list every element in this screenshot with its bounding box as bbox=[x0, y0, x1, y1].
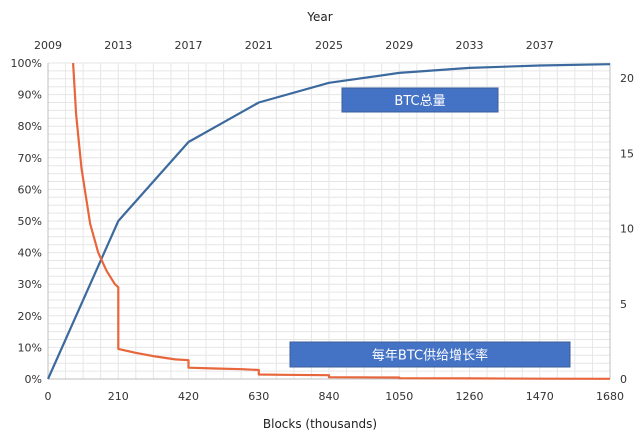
series-layer bbox=[46, 62, 611, 380]
y-left-tick-label: 20% bbox=[18, 310, 42, 323]
x-tick-label: 630 bbox=[248, 390, 269, 403]
annotation-box bbox=[341, 87, 499, 113]
x-tick-label: 420 bbox=[178, 390, 199, 403]
y-right-tick-label: 20 bbox=[620, 72, 634, 85]
grid bbox=[47, 62, 611, 380]
y-left-tick-label: 100% bbox=[11, 57, 42, 70]
y-left-tick-label: 0% bbox=[25, 373, 42, 386]
x-top-tick-label: 2029 bbox=[385, 39, 413, 52]
x-top-tick-label: 2009 bbox=[34, 39, 62, 52]
x-top-tick-label: 2017 bbox=[175, 39, 203, 52]
x-top-tick-label: 2025 bbox=[315, 39, 343, 52]
x-top-tick-label: 2037 bbox=[526, 39, 554, 52]
y-left-tick-label: 10% bbox=[18, 341, 42, 354]
x-tick-label: 1260 bbox=[456, 390, 484, 403]
x-tick-label: 1050 bbox=[385, 390, 413, 403]
y-left-tick-label: 50% bbox=[18, 215, 42, 228]
x-tick-label: 210 bbox=[108, 390, 129, 403]
y-left-tick-label: 70% bbox=[18, 152, 42, 165]
y-left-tick-label: 60% bbox=[18, 183, 42, 196]
y-left-tick-label: 40% bbox=[18, 247, 42, 260]
annotation-label: 每年BTC供给增长率 bbox=[372, 348, 488, 364]
x-top-tick-label: 2013 bbox=[104, 39, 132, 52]
y-left-tick-label: 30% bbox=[18, 278, 42, 291]
y-left-tick-label: 80% bbox=[18, 120, 42, 133]
annotation-box bbox=[289, 341, 571, 368]
y-right-tick-label: 0 bbox=[620, 373, 627, 386]
x-tick-label: 1680 bbox=[596, 390, 624, 403]
x-tick-label: 0 bbox=[45, 390, 52, 403]
x-top-tick-label: 2033 bbox=[456, 39, 484, 52]
series-line-1 bbox=[72, 62, 611, 380]
bottom-axis-title: Blocks (thousands) bbox=[263, 417, 377, 431]
y-left-tick-label: 90% bbox=[18, 89, 42, 102]
annotation-label: BTC总量 bbox=[394, 94, 445, 109]
top-axis-title: Year bbox=[306, 10, 332, 24]
x-tick-label: 840 bbox=[319, 390, 340, 403]
x-top-tick-label: 2021 bbox=[245, 39, 273, 52]
y-right-tick-label: 5 bbox=[620, 298, 627, 311]
series-line-0 bbox=[46, 63, 611, 380]
y-right-tick-label: 15 bbox=[620, 147, 634, 160]
y-right-tick-label: 10 bbox=[620, 223, 634, 236]
x-tick-label: 1470 bbox=[526, 390, 554, 403]
